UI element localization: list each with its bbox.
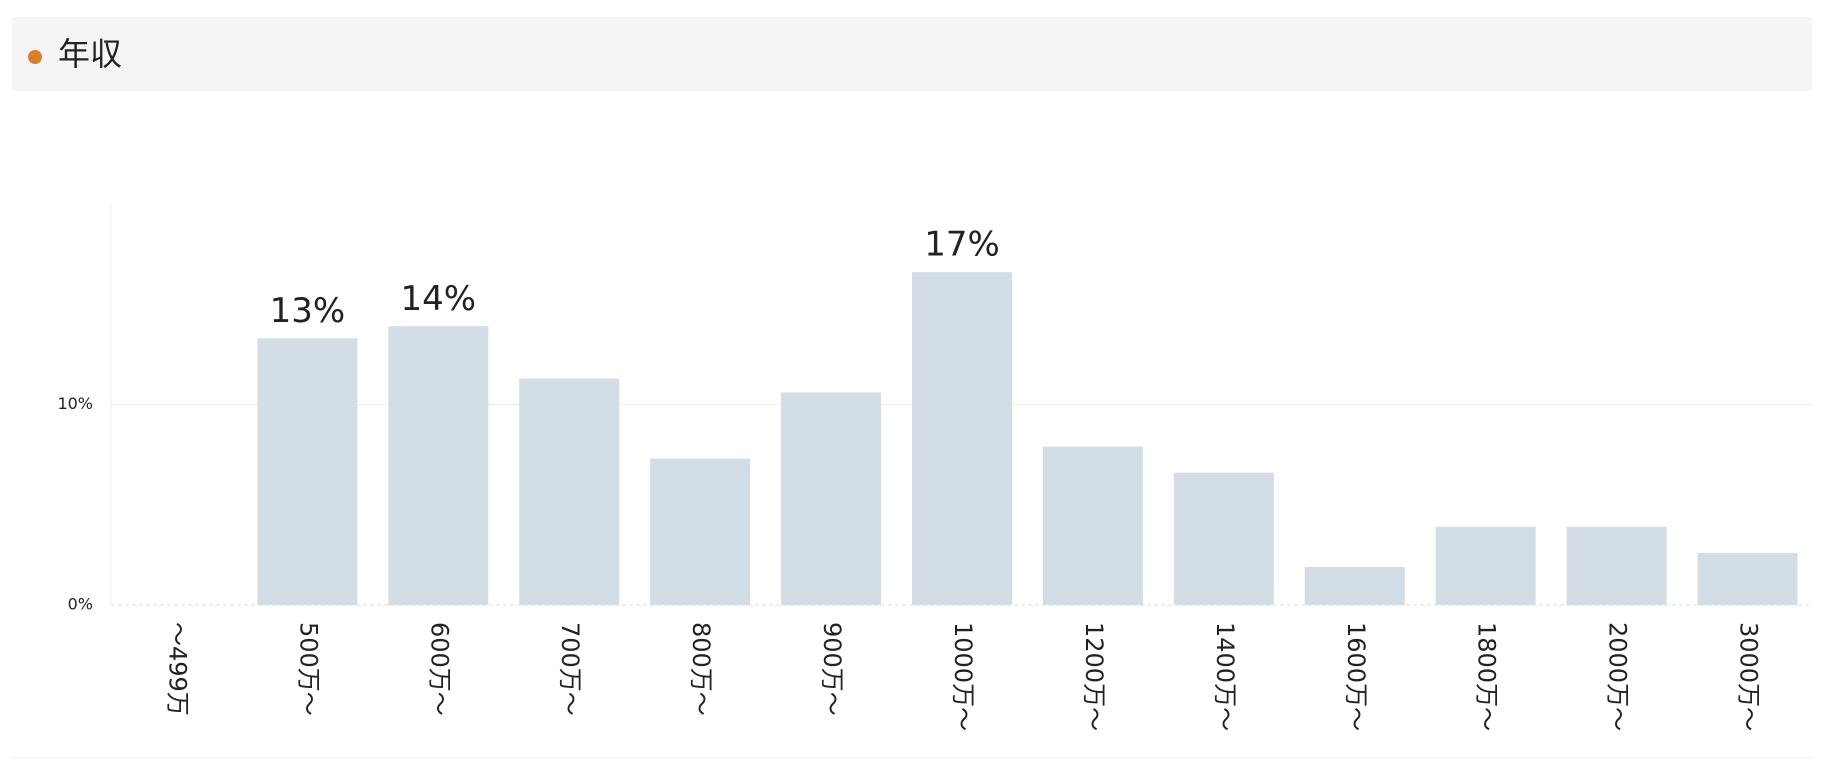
bar: [388, 326, 489, 605]
x-tick-label: ～499万: [163, 622, 191, 716]
bar: [257, 338, 358, 605]
bar: [1697, 552, 1798, 605]
section-header: [12, 17, 1812, 91]
bar: [1304, 566, 1405, 605]
bar: [1566, 526, 1667, 605]
x-tick-label: 1400万～: [1211, 622, 1239, 731]
x-tick-label: 3000万～: [1735, 622, 1763, 731]
section-title: 年収: [58, 35, 122, 73]
bar: [912, 272, 1012, 605]
bar: [519, 378, 620, 605]
value-label: 14%: [401, 279, 477, 319]
x-tick-label: 1800万～: [1473, 622, 1501, 731]
x-tick-label: 500万～: [294, 622, 322, 716]
value-label: 13%: [270, 291, 346, 331]
x-tick-label: 2000万～: [1604, 622, 1632, 731]
bar: [781, 392, 882, 605]
x-tick-label: 600万～: [425, 622, 453, 716]
x-tick-label: 1200万～: [1080, 622, 1108, 731]
y-tick-label: 10%: [57, 394, 93, 413]
header-bullet: [28, 50, 42, 64]
x-tick-label: 700万～: [556, 622, 584, 716]
bar: [650, 458, 751, 605]
x-tick-label: 900万～: [818, 622, 846, 716]
bar: [1173, 472, 1274, 605]
x-tick-label: 1000万～: [949, 622, 977, 731]
x-tick-label: 800万～: [687, 622, 715, 716]
bar: [1435, 526, 1536, 605]
bar: [1042, 446, 1143, 605]
value-label: 17%: [924, 225, 1000, 265]
y-tick-label: 0%: [68, 595, 93, 614]
x-tick-label: 1600万～: [1342, 622, 1370, 731]
